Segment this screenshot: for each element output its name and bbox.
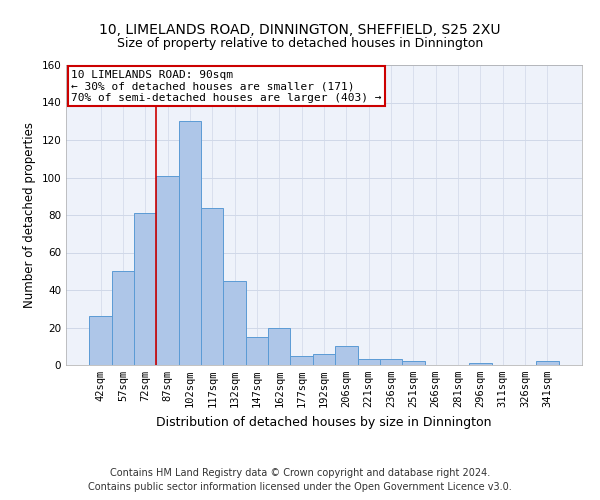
Bar: [313, 354, 335, 365]
Bar: [290, 356, 313, 365]
Bar: [380, 360, 402, 365]
Bar: [112, 271, 134, 365]
Bar: [335, 346, 358, 365]
Bar: [268, 328, 290, 365]
Bar: [179, 121, 201, 365]
Bar: [402, 361, 425, 365]
X-axis label: Distribution of detached houses by size in Dinnington: Distribution of detached houses by size …: [156, 416, 492, 428]
Bar: [157, 176, 179, 365]
Bar: [201, 208, 223, 365]
Bar: [536, 361, 559, 365]
Text: Contains HM Land Registry data © Crown copyright and database right 2024.
Contai: Contains HM Land Registry data © Crown c…: [88, 468, 512, 492]
Text: Size of property relative to detached houses in Dinnington: Size of property relative to detached ho…: [117, 38, 483, 51]
Bar: [246, 337, 268, 365]
Y-axis label: Number of detached properties: Number of detached properties: [23, 122, 36, 308]
Bar: [89, 316, 112, 365]
Bar: [134, 213, 157, 365]
Bar: [469, 363, 491, 365]
Bar: [358, 360, 380, 365]
Bar: [223, 280, 246, 365]
Text: 10, LIMELANDS ROAD, DINNINGTON, SHEFFIELD, S25 2XU: 10, LIMELANDS ROAD, DINNINGTON, SHEFFIEL…: [99, 22, 501, 36]
Text: 10 LIMELANDS ROAD: 90sqm
← 30% of detached houses are smaller (171)
70% of semi-: 10 LIMELANDS ROAD: 90sqm ← 30% of detach…: [71, 70, 382, 102]
